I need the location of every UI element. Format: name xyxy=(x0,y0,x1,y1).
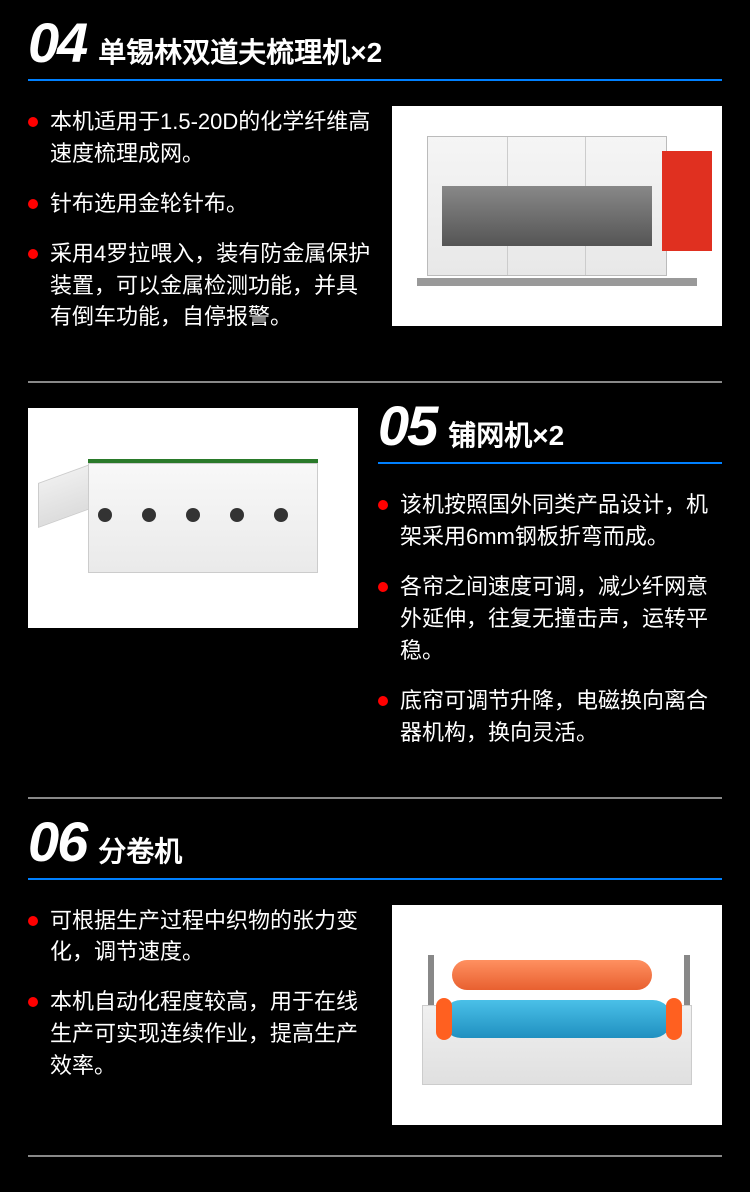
section-title: 分卷机 xyxy=(98,830,182,870)
section-divider xyxy=(28,1155,722,1157)
bullet-item: 针布选用金轮针布。 xyxy=(28,188,372,220)
machine-image-04 xyxy=(392,106,722,326)
bullet-item: 底帘可调节升降，电磁换向离合器机构，换向灵活。 xyxy=(378,685,722,749)
bullet-item: 该机按照国外同类产品设计，机架采用6mm钢板折弯而成。 xyxy=(378,489,722,553)
bullet-item: 可根据生产过程中织物的张力变化，调节速度。 xyxy=(28,905,372,969)
machine-image-06 xyxy=(392,905,722,1125)
section-title: 单锡林双道夫梳理机×2 xyxy=(98,31,382,71)
bullet-item: 本机适用于1.5-20D的化学纤维高速度梳理成网。 xyxy=(28,106,372,170)
section-05: 05 铺网机×2 该机按照国外同类产品设计，机架采用6mm钢板折弯而成。 各帘之… xyxy=(0,383,750,796)
bullet-list: 本机适用于1.5-20D的化学纤维高速度梳理成网。 针布选用金轮针布。 采用4罗… xyxy=(28,106,372,351)
bullet-item: 各帘之间速度可调，减少纤网意外延伸，往复无撞击声，运转平稳。 xyxy=(378,571,722,667)
bullet-list: 可根据生产过程中织物的张力变化，调节速度。 本机自动化程度较高，用于在线生产可实… xyxy=(28,905,372,1100)
section-content: 本机适用于1.5-20D的化学纤维高速度梳理成网。 针布选用金轮针布。 采用4罗… xyxy=(28,106,722,351)
section-04: 04 单锡林双道夫梳理机×2 本机适用于1.5-20D的化学纤维高速度梳理成网。… xyxy=(0,0,750,381)
section-number: 04 xyxy=(28,15,86,71)
section-header: 06 分卷机 xyxy=(28,814,722,880)
bullet-item: 本机自动化程度较高，用于在线生产可实现连续作业，提高生产效率。 xyxy=(28,986,372,1082)
machine-image-05 xyxy=(28,408,358,628)
section-content: 可根据生产过程中织物的张力变化，调节速度。 本机自动化程度较高，用于在线生产可实… xyxy=(28,905,722,1125)
section-06: 06 分卷机 可根据生产过程中织物的张力变化，调节速度。 本机自动化程度较高，用… xyxy=(0,799,750,1155)
section-header: 05 铺网机×2 xyxy=(378,398,722,464)
section-header: 04 单锡林双道夫梳理机×2 xyxy=(28,15,722,81)
bullet-item: 采用4罗拉喂入，装有防金属保护装置，可以金属检测功能，并具有倒车功能，自停报警。 xyxy=(28,238,372,334)
section-number: 05 xyxy=(378,398,436,454)
section-title: 铺网机×2 xyxy=(448,414,564,454)
bullet-list: 该机按照国外同类产品设计，机架采用6mm钢板折弯而成。 各帘之间速度可调，减少纤… xyxy=(378,489,722,748)
section-number: 06 xyxy=(28,814,86,870)
section-content: 05 铺网机×2 该机按照国外同类产品设计，机架采用6mm钢板折弯而成。 各帘之… xyxy=(28,398,722,766)
